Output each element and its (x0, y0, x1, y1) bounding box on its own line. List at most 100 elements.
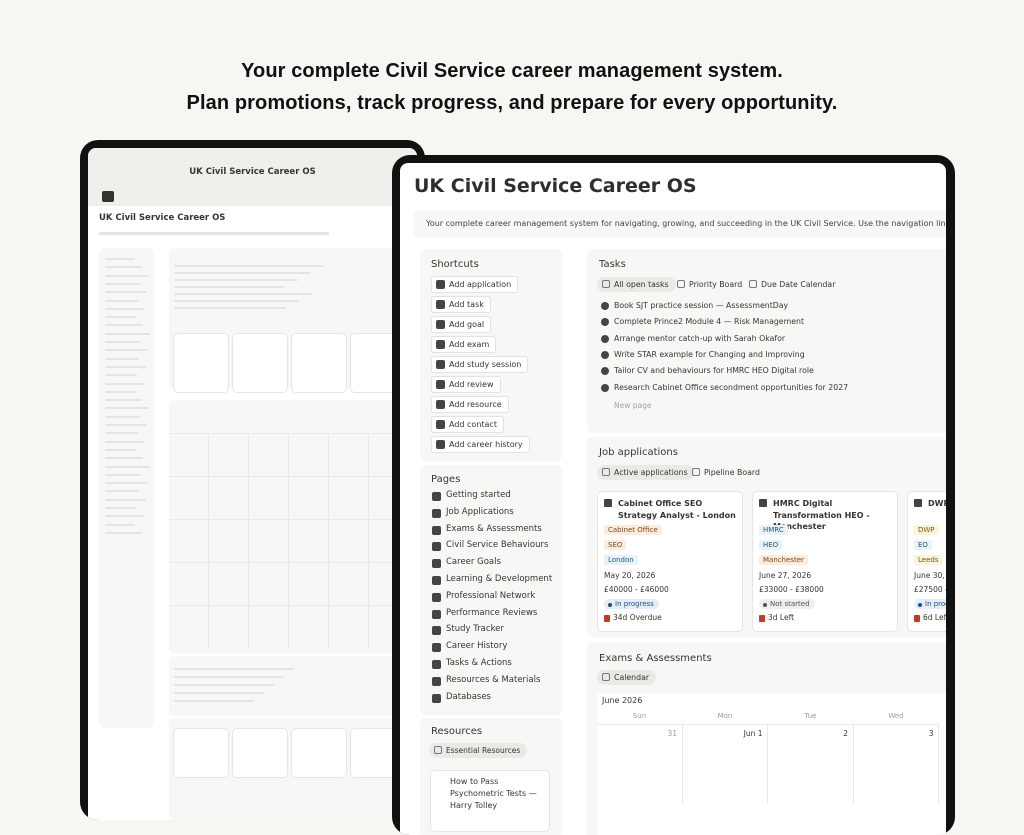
date: June 30, 2026 (914, 571, 946, 580)
placeholder (105, 531, 142, 534)
shortcut-button[interactable]: Add career history (431, 436, 530, 453)
placeholder (174, 700, 254, 702)
page-link[interactable]: Performance Reviews (432, 608, 537, 619)
cell (209, 519, 249, 562)
due: 34d Overdue (613, 613, 662, 622)
due-icon (914, 615, 920, 622)
view-tab[interactable]: Due Date Calendar (744, 277, 842, 292)
page-link[interactable]: Civil Service Behaviours (432, 540, 548, 552)
card-title: HMRC Digital Transformation HEO - Manche… (773, 499, 870, 531)
card (173, 333, 229, 393)
page-link[interactable]: Study Tracker (432, 624, 504, 636)
status-dot (763, 603, 767, 607)
panel (420, 465, 562, 715)
view-tab[interactable]: Calendar (597, 670, 657, 685)
placeholder (105, 274, 149, 277)
placeholder (105, 457, 143, 460)
tag: Manchester (759, 555, 808, 565)
tag: HEO (759, 540, 783, 550)
placeholder (105, 374, 137, 377)
view-tab[interactable]: All open tasks (597, 277, 676, 292)
shortcut-button[interactable]: Add resource (431, 396, 509, 413)
cell (169, 562, 209, 605)
card (232, 728, 288, 778)
page-link[interactable]: Learning & Development (432, 574, 552, 585)
placeholder (105, 465, 150, 468)
icon (102, 191, 114, 202)
tag: London (604, 555, 638, 565)
shortcut-button[interactable]: Add study session (431, 356, 529, 373)
placeholder (105, 498, 146, 501)
page-link[interactable]: Career History (432, 641, 507, 653)
banner-title: UK Civil Service Career OS (189, 167, 316, 177)
tag: EO (914, 540, 932, 550)
panel-title: Tasks (599, 259, 626, 270)
job-card[interactable]: DWP EO DWP EO Leeds June 30, 2026 £27500 - £2… (907, 491, 946, 632)
placeholder (174, 692, 264, 694)
panel-title: Pages (431, 474, 461, 485)
placeholder (105, 440, 145, 443)
placeholder (105, 307, 145, 310)
page-link[interactable]: Tasks & Actions (432, 658, 512, 669)
view-tab[interactable]: Pipeline Board (687, 465, 767, 480)
placeholder (105, 266, 142, 269)
date: June 27, 2026 (759, 571, 812, 580)
placeholder (105, 282, 140, 285)
placeholder (105, 407, 149, 410)
page-link[interactable]: Career Goals (432, 557, 501, 569)
page-link[interactable]: Resources & Materials (432, 675, 540, 686)
shortcut-button[interactable]: Add exam (431, 336, 497, 353)
task: Research Cabinet Office secondment oppor… (601, 383, 848, 392)
due: 3d Left (768, 613, 795, 622)
placeholder (105, 473, 141, 476)
status-dot (608, 603, 612, 607)
cell (249, 519, 289, 562)
task: Complete Prince2 Module 4 — Risk Managem… (601, 317, 804, 327)
page-link[interactable]: Getting started (432, 490, 511, 501)
cell (169, 433, 209, 476)
placeholder (105, 316, 136, 319)
job-card[interactable]: HMRC Digital Transformation HEO - Manche… (752, 491, 898, 632)
cell (289, 562, 329, 605)
cell (169, 605, 209, 648)
placeholder (105, 415, 140, 418)
shortcut-button[interactable]: Add application (431, 276, 519, 293)
cell (329, 519, 369, 562)
job-card[interactable]: Cabinet Office SEO Strategy Analyst - Lo… (597, 491, 743, 632)
page-link[interactable]: Job Applications (432, 507, 514, 518)
icon (604, 499, 612, 507)
cell (329, 562, 369, 605)
shortcut-button[interactable]: Add review (431, 376, 501, 393)
view-tab[interactable]: Priority Board (672, 277, 749, 292)
cell (768, 724, 854, 804)
panel-title: Job applications (599, 447, 678, 458)
tag: Cabinet Office (604, 525, 662, 535)
date-label: 31 (667, 729, 677, 738)
shortcut-button[interactable]: Add goal (431, 316, 492, 333)
card (291, 728, 347, 778)
shortcut-button[interactable]: Add contact (431, 416, 504, 433)
shortcut-button[interactable]: Add task (431, 296, 491, 313)
front-screen: UK Civil Service Career OS Your complete … (400, 163, 946, 835)
placeholder (105, 332, 150, 335)
view-tab[interactable]: Active applications (597, 465, 695, 480)
cell (249, 476, 289, 519)
cell (289, 605, 329, 648)
placeholder (105, 349, 148, 352)
placeholder (105, 515, 144, 518)
page-link[interactable]: Professional Network (432, 591, 535, 602)
page-link[interactable]: Databases (432, 692, 491, 703)
placeholder (174, 307, 286, 309)
cell (209, 476, 249, 519)
status-dot (918, 603, 922, 607)
tag: DWP (914, 525, 939, 535)
back-device: UK Civil Service Career OS UK Civil Serv… (80, 140, 425, 820)
salary: £27500 - £29 (914, 585, 946, 594)
tag: HMRC (759, 525, 788, 535)
page-link[interactable]: Exams & Assessments (432, 524, 542, 535)
panel (169, 406, 409, 654)
placeholder (105, 299, 138, 302)
front-device: UK Civil Service Career OS Your complete … (392, 155, 955, 835)
salary: £33000 - £38000 (759, 585, 824, 594)
placeholder (174, 676, 284, 678)
